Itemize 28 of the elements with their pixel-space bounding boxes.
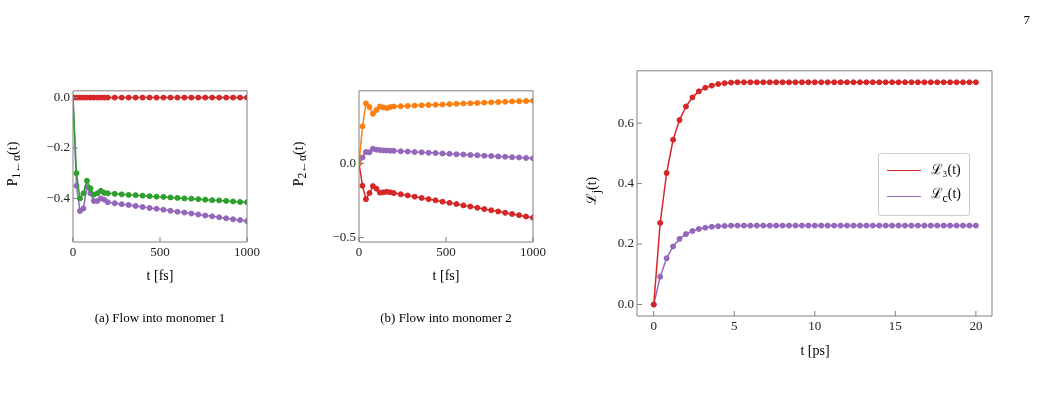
- x-tick-label: 15: [888, 318, 902, 334]
- y-tick-label: −0.2: [46, 139, 70, 155]
- y-tick-label: 0.2: [617, 235, 634, 251]
- x-tick-label: 1000: [520, 244, 546, 260]
- x-axis-title: t [ps]: [800, 343, 830, 359]
- y-tick-label: 0.4: [617, 175, 635, 190]
- y-tick-label: −0.5: [332, 228, 356, 244]
- legend-label: ℒ₃(t): [930, 161, 961, 179]
- legend-label: ℒ$_{c}$(t): [930, 185, 961, 207]
- x-tick-label: 5: [731, 318, 738, 334]
- y-tick-label: 0.6: [617, 114, 635, 130]
- x-tick-label: 10: [808, 318, 822, 334]
- text: (b) Flow into monomer 2: [380, 310, 512, 326]
- x-tick-label: 500: [436, 244, 456, 260]
- x-tick-label: 0: [355, 244, 363, 260]
- y-tick-label: −0.4: [46, 189, 71, 205]
- x-tick-label: 500: [150, 244, 170, 260]
- y-tick-label: 0.0: [53, 89, 70, 105]
- y-tick-label: 0.0: [617, 295, 634, 311]
- x-tick-label: 1000: [234, 244, 260, 260]
- x-tick-label: 0: [650, 318, 657, 334]
- text: (a) Flow into monomer 1: [94, 310, 226, 326]
- x-axis-title: t [fs]: [432, 268, 460, 284]
- x-tick-label: 20: [969, 318, 983, 334]
- y-tick-label: 0.0: [339, 154, 356, 170]
- text: 7: [1023, 12, 1030, 28]
- x-axis-title: t [fs]: [146, 268, 174, 284]
- x-tick-label: 0: [69, 244, 77, 260]
